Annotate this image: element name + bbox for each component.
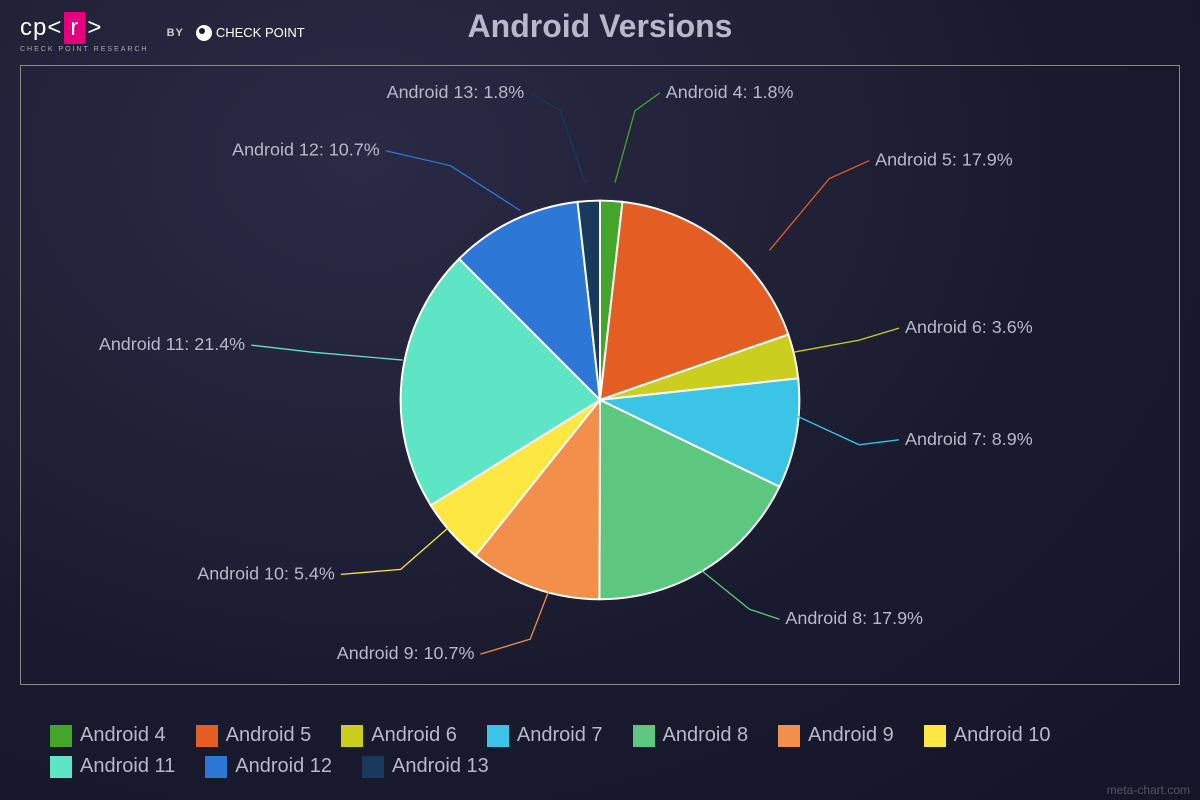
legend-item-android-12: Android 12 — [205, 755, 332, 778]
legend-label: Android 12 — [235, 755, 332, 778]
legend-item-android-6: Android 6 — [341, 724, 457, 747]
legend-item-android-7: Android 7 — [487, 724, 603, 747]
leader-line — [769, 161, 869, 251]
legend-swatch — [633, 725, 655, 747]
slice-label: Android 5: 17.9% — [875, 150, 1013, 170]
checkpoint-text: CHECK POINT — [216, 25, 305, 40]
slice-label: Android 10: 5.4% — [197, 563, 335, 583]
legend-swatch — [362, 756, 384, 778]
legend-swatch — [50, 725, 72, 747]
pie-chart: Android 4: 1.8% Android 5: 17.9% Android 6… — [21, 66, 1179, 684]
leader-line — [341, 522, 456, 575]
leader-line — [251, 345, 403, 360]
legend-item-android-4: Android 4 — [50, 724, 166, 747]
slice-label: Android 7: 8.9% — [905, 429, 1033, 449]
legend-swatch — [205, 756, 227, 778]
legend-label: Android 11 — [80, 755, 175, 778]
legend-swatch — [341, 725, 363, 747]
legend-swatch — [778, 725, 800, 747]
legend-item-android-10: Android 10 — [924, 724, 1051, 747]
legend-item-android-5: Android 5 — [196, 724, 312, 747]
leader-line — [794, 415, 899, 445]
legend-label: Android 13 — [392, 755, 489, 778]
legend-swatch — [196, 725, 218, 747]
slice-label: Android 12: 10.7% — [232, 140, 380, 160]
watermark: meta-chart.com — [1107, 783, 1190, 797]
legend-label: Android 4 — [80, 724, 166, 747]
legend-item-android-8: Android 8 — [633, 724, 749, 747]
legend-swatch — [924, 725, 946, 747]
slice-label: Android 6: 3.6% — [905, 317, 1033, 337]
legend-label: Android 6 — [371, 724, 457, 747]
chart-frame: Android 4: 1.8% Android 5: 17.9% Android 6… — [20, 65, 1180, 685]
checkpoint-icon — [196, 25, 212, 41]
legend-item-android-11: Android 11 — [50, 755, 175, 778]
legend-label: Android 5 — [226, 724, 312, 747]
legend-label: Android 7 — [517, 724, 603, 747]
legend-swatch — [50, 756, 72, 778]
legend-label: Android 9 — [808, 724, 894, 747]
legend-item-android-9: Android 9 — [778, 724, 894, 747]
slice-label: Android 11: 21.4% — [99, 334, 245, 354]
slice-label: Android 9: 10.7% — [337, 643, 475, 663]
slice-label: Android 8: 17.9% — [785, 608, 923, 628]
legend-item-android-13: Android 13 — [362, 755, 489, 778]
slice-label: Android 4: 1.8% — [666, 82, 794, 102]
chart-title: Android Versions — [468, 8, 733, 45]
leader-line — [386, 151, 521, 211]
cpr-logo: cp<r> CHECK POINT RESEARCH — [20, 12, 149, 53]
slice-label: Android 13: 1.8% — [387, 82, 525, 102]
leader-line — [615, 93, 660, 183]
legend: Android 4 Android 5 Android 6 Android 7 Andr… — [50, 724, 1150, 778]
legend-label: Android 10 — [954, 724, 1051, 747]
checkpoint-logo: CHECK POINT — [196, 25, 305, 41]
legend-label: Android 8 — [663, 724, 749, 747]
brand-header: cp<r> CHECK POINT RESEARCH BY CHECK POIN… — [20, 12, 305, 53]
leader-line — [530, 93, 585, 183]
leader-line — [794, 328, 899, 352]
by-label: BY — [167, 27, 184, 39]
legend-swatch — [487, 725, 509, 747]
cpr-subtitle: CHECK POINT RESEARCH — [20, 46, 149, 53]
